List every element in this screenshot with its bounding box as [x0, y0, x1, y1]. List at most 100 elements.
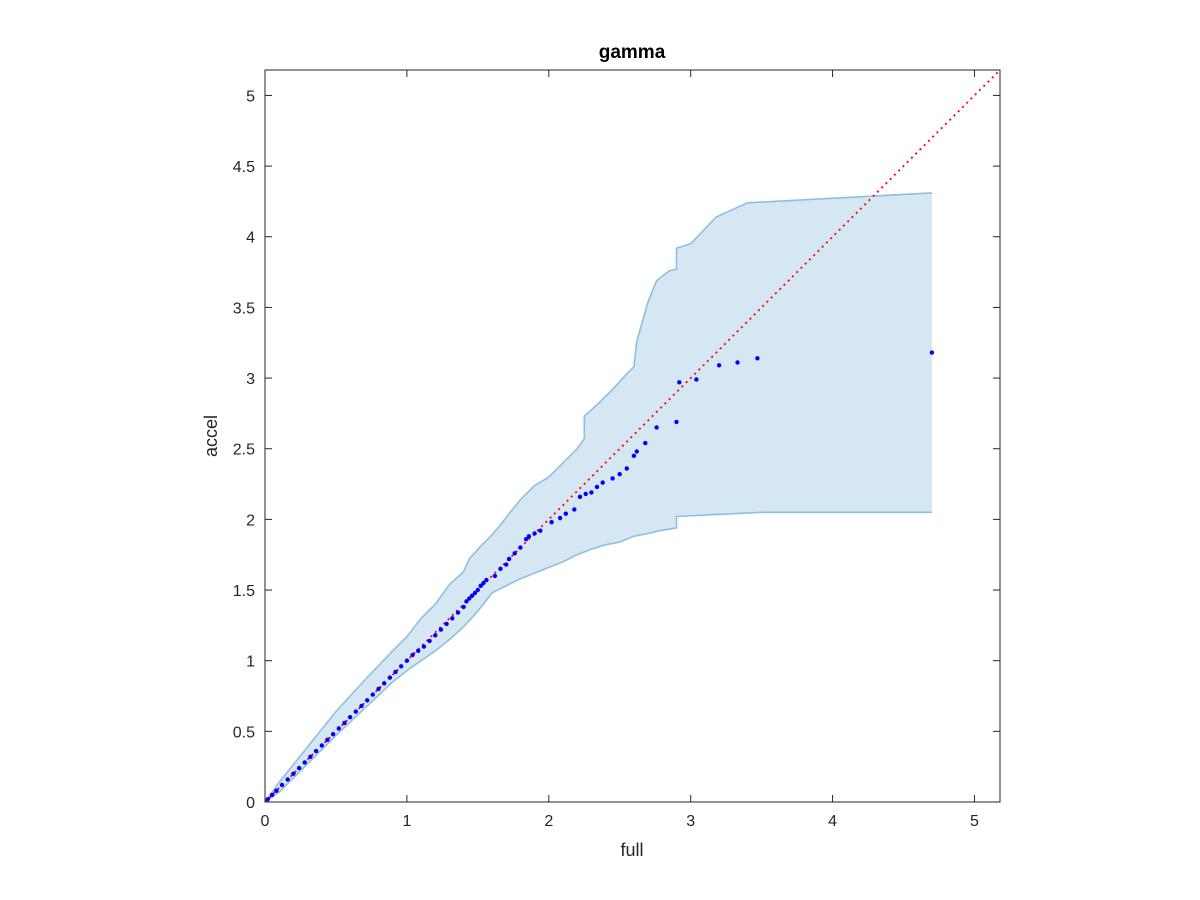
- band-lower-edge: [264, 511, 932, 803]
- data-point: [353, 709, 358, 714]
- data-point: [461, 604, 466, 610]
- data-point: [319, 743, 324, 748]
- y-tick-label: 3.5: [233, 300, 255, 317]
- data-point: [929, 350, 935, 355]
- data-point: [370, 692, 375, 697]
- data-point: [634, 449, 639, 454]
- data-point: [498, 566, 503, 571]
- data-point: [538, 528, 543, 533]
- data-point: [296, 765, 302, 771]
- data-point: [677, 380, 682, 385]
- y-tick-label: 1.5: [233, 583, 255, 600]
- x-tick-label: 1: [402, 813, 411, 830]
- data-point: [404, 658, 410, 663]
- data-point: [265, 797, 270, 802]
- y-axis-label: accel: [201, 415, 221, 457]
- y-tick-label: 2.5: [233, 442, 255, 459]
- data-point: [643, 440, 648, 446]
- data-point: [376, 686, 381, 692]
- data-point: [504, 562, 509, 567]
- y-tick-label: 1: [246, 654, 255, 671]
- data-point: [342, 720, 347, 726]
- x-tick-label: 0: [261, 813, 270, 830]
- data-point: [382, 681, 387, 686]
- data-point: [313, 748, 319, 754]
- data-point: [481, 580, 486, 586]
- data-point: [399, 664, 404, 669]
- data-point: [347, 715, 353, 720]
- data-point: [291, 771, 296, 776]
- data-point: [470, 593, 475, 598]
- data-point: [506, 556, 512, 562]
- x-axis-label: full: [620, 840, 643, 860]
- data-point: [464, 599, 469, 604]
- band-upper-edge: [264, 192, 932, 803]
- data-point: [416, 648, 421, 653]
- data-point: [438, 627, 444, 632]
- y-tick-label: 4.5: [233, 159, 255, 176]
- x-axis-ticks: 0 1 2 3 4 5: [261, 70, 979, 830]
- data-point: [450, 616, 455, 621]
- x-tick-label: 5: [970, 813, 979, 830]
- data-point: [532, 531, 537, 536]
- axes-box: [264, 69, 1001, 803]
- data-point: [387, 675, 393, 680]
- data-point: [523, 537, 529, 542]
- data-point: [624, 466, 629, 471]
- data-point: [478, 583, 483, 588]
- data-point: [577, 494, 583, 499]
- data-point: [427, 638, 432, 644]
- data-point: [325, 737, 330, 742]
- data-point: [735, 360, 740, 365]
- data-point: [563, 511, 568, 516]
- data-point: [617, 472, 622, 477]
- data-point: [512, 551, 517, 556]
- x-tick-label: 3: [686, 813, 695, 830]
- data-point: [285, 777, 290, 782]
- data-point: [594, 484, 600, 490]
- data-points: [265, 350, 935, 802]
- data-point: [518, 545, 523, 550]
- data-point: [444, 621, 449, 627]
- data-point: [526, 534, 532, 539]
- confidence-band: [264, 192, 932, 803]
- chart-title: gamma: [599, 42, 666, 63]
- data-point: [557, 515, 563, 521]
- data-point: [279, 782, 285, 788]
- y-tick-label: 2: [246, 512, 255, 529]
- data-point: [410, 652, 415, 658]
- data-point: [308, 754, 313, 759]
- data-point: [421, 644, 427, 649]
- reference-line-y-equals-x: [264, 69, 1001, 803]
- y-tick-label: 5: [246, 88, 255, 105]
- data-point: [583, 491, 588, 497]
- data-point: [755, 356, 760, 361]
- y-tick-label: 3: [246, 371, 255, 388]
- data-point: [492, 573, 498, 579]
- data-point: [716, 363, 722, 368]
- data-point: [589, 490, 594, 495]
- reference-line: [264, 69, 1001, 803]
- data-point: [472, 590, 478, 596]
- data-point: [393, 669, 398, 675]
- band-fill: [265, 192, 932, 802]
- y-tick-label: 0.5: [233, 724, 255, 741]
- y-tick-label: 0: [246, 795, 255, 812]
- data-point: [549, 520, 554, 525]
- data-point: [610, 476, 615, 481]
- data-point: [302, 760, 307, 765]
- data-point: [572, 507, 577, 512]
- data-point: [654, 425, 659, 430]
- x-tick-label: 4: [828, 813, 837, 830]
- data-point: [330, 732, 336, 737]
- data-point: [433, 633, 438, 638]
- y-tick-label: 4: [246, 230, 255, 247]
- data-point: [694, 377, 699, 382]
- data-point: [600, 480, 605, 485]
- data-point: [631, 453, 637, 458]
- y-axis-ticks: 0 0.5 1 1.5 2 2.5 3 3.5 4 4.5 5: [233, 88, 1000, 812]
- data-point: [455, 610, 461, 615]
- x-tick-label: 2: [544, 813, 553, 830]
- data-point: [467, 596, 472, 601]
